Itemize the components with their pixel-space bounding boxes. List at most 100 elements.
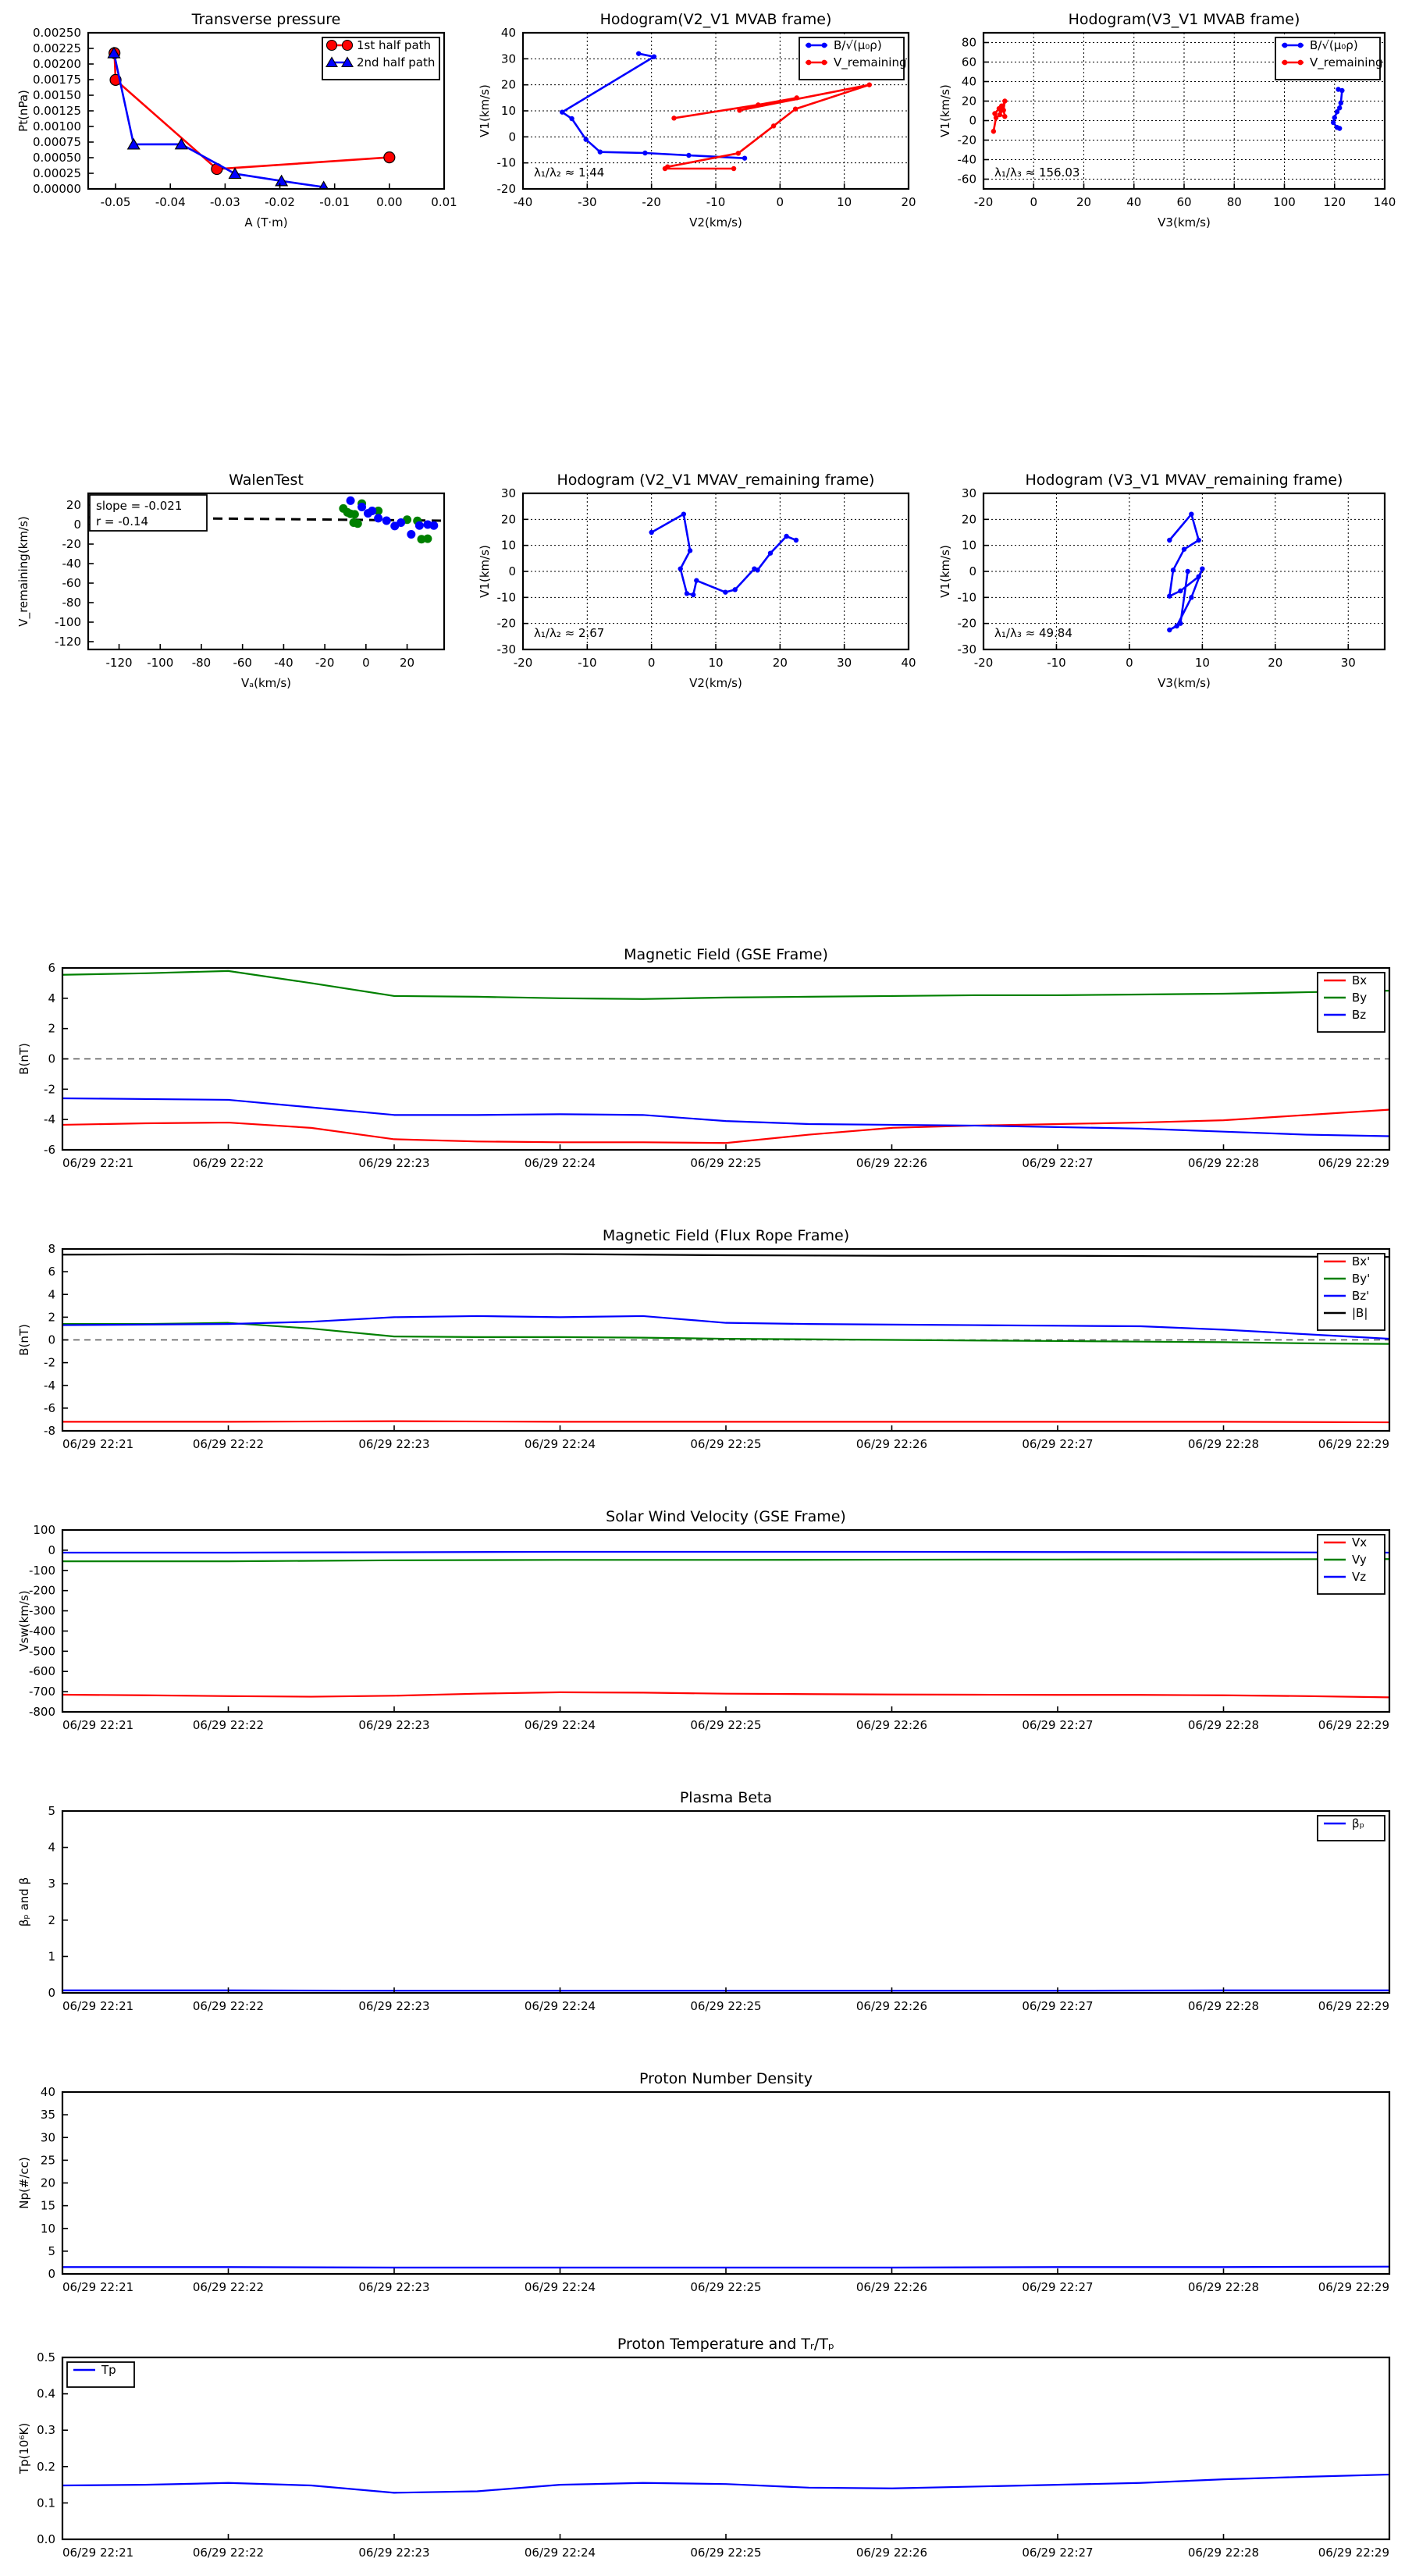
x-tick-label: 06/29 22:21	[62, 1718, 133, 1732]
x-tick-label: 0	[777, 195, 784, 209]
x-tick-label: 06/29 22:29	[1318, 1999, 1389, 2013]
y-tick-label: 60	[962, 55, 976, 69]
legend-label: Bx'	[1352, 1254, 1370, 1268]
data-point	[735, 151, 742, 156]
legend-marker	[821, 59, 827, 66]
y-tick-label: 5	[48, 2244, 55, 2258]
x-tick-label: 10	[837, 195, 852, 209]
walen-slope-label: slope = -0.021	[96, 499, 182, 513]
x-tick-label: 06/29 22:28	[1188, 2546, 1259, 2560]
data-point	[414, 521, 424, 530]
x-tick-label: 06/29 22:22	[193, 2280, 264, 2294]
x-tick-label: 0	[648, 656, 656, 670]
legend-marker	[821, 42, 827, 48]
series-line-Vy	[62, 1558, 1389, 1563]
y-tick-label: 0.4	[37, 2387, 55, 2401]
y-tick-label: 0	[508, 564, 516, 578]
x-tick-label: -10	[578, 656, 597, 670]
y-tick-label: -600	[29, 1664, 55, 1678]
eigenvalue-ratio-annotation: λ₁/λ₂ ≈ 1.44	[534, 165, 604, 180]
y-tick-label: 3	[48, 1877, 55, 1891]
legend-marker	[1297, 59, 1304, 66]
data-point	[1167, 593, 1172, 599]
y-tick-label: 10	[501, 539, 516, 553]
x-tick-label: 100	[1273, 195, 1296, 209]
legend-label: Bz'	[1352, 1289, 1369, 1303]
x-tick-label: 06/29 22:24	[525, 2280, 596, 2294]
x-tick-label: 06/29 22:23	[358, 1156, 429, 1170]
x-tick-label: -0.05	[101, 195, 131, 209]
legend-marker	[325, 56, 338, 68]
x-tick-label: 06/29 22:22	[193, 2546, 264, 2560]
legend-label: V_remaining	[1310, 55, 1383, 70]
x-tick-label: -0.01	[319, 195, 350, 209]
y-tick-label: -60	[62, 576, 82, 590]
x-axis-label: V3(km/s)	[1158, 676, 1211, 690]
y-tick-label: 0.00225	[33, 41, 81, 55]
y-tick-label: -30	[958, 642, 977, 656]
data-point	[417, 535, 426, 544]
y-axis-label: V1(km/s)	[478, 84, 492, 137]
scatter-group-group-blue	[346, 496, 439, 539]
y-tick-label: -100	[29, 1564, 55, 1578]
legend-label: βₚ	[1352, 1816, 1364, 1831]
legend-label: V_remaining	[834, 55, 907, 70]
y-tick-label: -40	[62, 557, 82, 571]
series-line-By	[62, 970, 1389, 1000]
x-tick-label: 06/29 22:29	[1318, 2546, 1389, 2560]
data-point	[429, 521, 439, 530]
x-tick-label: 30	[837, 656, 852, 670]
data-point	[1196, 537, 1201, 543]
y-tick-label: 5	[48, 1804, 55, 1818]
y-tick-label: 4	[48, 991, 55, 1005]
y-tick-label: 2	[48, 1022, 55, 1036]
x-tick-label: 120	[1323, 195, 1346, 209]
x-tick-label: -80	[192, 656, 212, 670]
x-tick-label: 30	[1341, 656, 1356, 670]
data-point	[397, 518, 406, 527]
y-tick-label: -6	[44, 1401, 55, 1415]
x-tick-label: -60	[233, 656, 252, 670]
data-point	[1338, 100, 1343, 106]
data-point	[993, 115, 999, 120]
x-tick-label: -120	[106, 656, 133, 670]
legend-marker	[1297, 42, 1304, 48]
x-tick-label: 06/29 22:21	[62, 1437, 133, 1451]
x-tick-label: 06/29 22:29	[1318, 1156, 1389, 1170]
plot-area	[1167, 511, 1205, 633]
y-tick-label: -20	[62, 537, 82, 551]
data-point	[636, 51, 642, 56]
y-tick-label: 40	[501, 26, 516, 40]
y-tick-label: -20	[497, 182, 517, 196]
y-tick-label: 0.00200	[33, 57, 81, 71]
data-point	[374, 507, 383, 515]
x-tick-label: 06/29 22:21	[62, 2546, 133, 2560]
legend-box	[1317, 1534, 1385, 1595]
y-tick-label: -10	[497, 156, 517, 170]
x-tick-label: 0	[362, 656, 370, 670]
y-axis-label: V1(km/s)	[938, 84, 952, 137]
data-point	[694, 578, 699, 583]
data-point	[383, 151, 396, 164]
data-point	[126, 137, 140, 150]
x-tick-label: -30	[578, 195, 597, 209]
plot-area	[62, 2265, 1389, 2268]
y-axis-label: V_remaining(km/s)	[16, 516, 31, 626]
y-tick-label: 0	[48, 1986, 55, 2000]
x-tick-label: 06/29 22:27	[1022, 1999, 1093, 2013]
y-tick-label: 10	[501, 104, 516, 118]
x-tick-label: 140	[1374, 195, 1396, 209]
y-tick-label: 25	[41, 2153, 55, 2167]
data-point	[731, 165, 737, 172]
walen-r-label: r = -0.14	[96, 514, 148, 528]
data-point	[792, 106, 799, 112]
x-tick-label: 06/29 22:23	[358, 1437, 429, 1451]
series-line-Tp	[62, 2473, 1389, 2494]
data-point	[998, 103, 1005, 109]
plot-area	[649, 511, 799, 598]
walen-stats-box	[89, 494, 208, 532]
plot-area	[62, 2473, 1389, 2494]
data-point	[423, 534, 432, 543]
y-tick-label: 15	[41, 2199, 55, 2213]
y-tick-label: 20	[962, 512, 976, 526]
